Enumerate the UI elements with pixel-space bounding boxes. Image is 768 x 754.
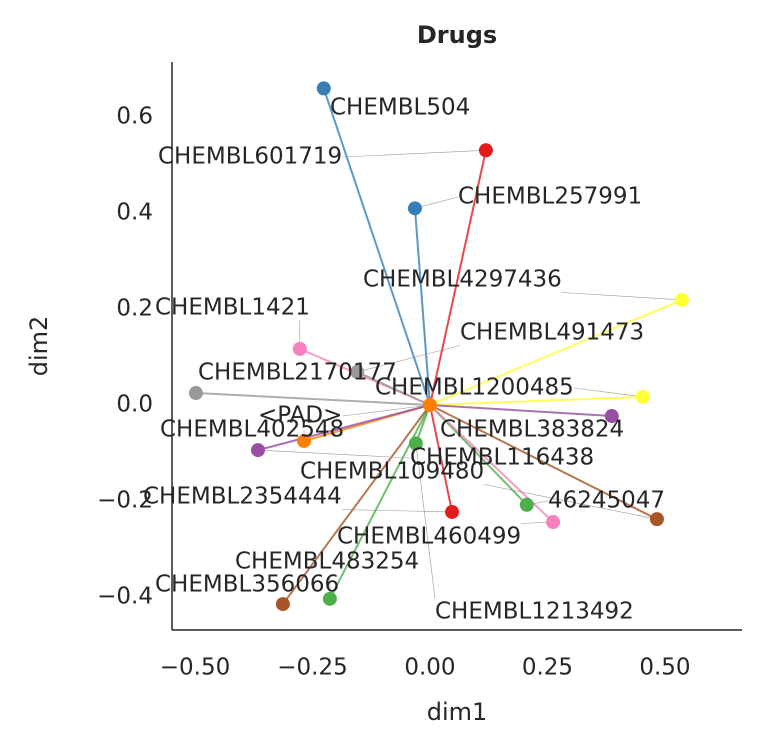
point — [422, 398, 437, 413]
point-label: CHEMBL4297436 — [363, 267, 562, 293]
point — [316, 81, 331, 96]
y-tick-label: 0.0 — [116, 392, 153, 418]
vector — [195, 392, 431, 407]
point — [275, 597, 290, 612]
vector — [429, 404, 612, 418]
leader-line — [357, 345, 461, 373]
point — [322, 591, 337, 606]
point-label: CHEMBL383824 — [440, 417, 624, 443]
vector — [429, 150, 487, 406]
point — [519, 497, 534, 512]
point — [674, 292, 689, 307]
x-tick-label: 0.25 — [522, 655, 573, 681]
point — [292, 341, 307, 356]
point — [250, 443, 265, 458]
leader-line — [484, 484, 658, 520]
point — [408, 436, 423, 451]
labels: CHEMBL504 CHEMBL601719 CHEMBL257991 CHEMBL4… — [143, 95, 665, 625]
point-label: CHEMBL1421 — [155, 295, 310, 321]
point — [297, 433, 312, 448]
point-label: CHEMBL460499 — [337, 524, 521, 550]
x-tick-label: 0.50 — [639, 655, 690, 681]
point-label: CHEMBL1200485 — [375, 375, 574, 401]
leader-line — [257, 449, 411, 459]
point — [350, 364, 365, 379]
y-tick-label: −0.2 — [97, 487, 153, 513]
y-tick-label: 0.6 — [116, 104, 153, 130]
point-label: CHEMBL504 — [330, 95, 470, 121]
point-label: CHEMBL1213492 — [435, 599, 634, 625]
leader-line — [342, 404, 431, 417]
vector — [429, 404, 454, 513]
point-label: CHEMBL257991 — [458, 184, 642, 210]
y-tick-label: 0.2 — [116, 296, 153, 322]
point-label: CHEMBL491473 — [460, 320, 644, 346]
x-axis-label: dim1 — [427, 698, 488, 726]
leader-line — [415, 443, 436, 599]
point — [649, 512, 664, 527]
vector — [282, 404, 431, 605]
point — [635, 389, 650, 404]
leader-line — [342, 149, 486, 158]
vector — [413, 208, 431, 406]
point-label: CHEMBL402548 — [160, 417, 344, 443]
leader-line — [414, 196, 459, 209]
point — [546, 515, 561, 530]
vector — [257, 404, 431, 452]
point — [478, 143, 493, 158]
point — [188, 386, 203, 401]
vector — [322, 88, 431, 406]
point — [407, 201, 422, 216]
point — [445, 504, 460, 519]
point — [604, 409, 619, 424]
x-tick-label: 0.00 — [404, 655, 455, 681]
point-label: CHEMBL356066 — [155, 572, 339, 598]
y-axis-label: dim2 — [25, 316, 53, 377]
point-label: CHEMBL109480 — [300, 459, 484, 485]
vector — [429, 299, 683, 406]
leader-line — [573, 387, 643, 398]
vector — [429, 395, 643, 407]
leader-line — [561, 292, 682, 301]
x-tick-label: −0.50 — [160, 655, 230, 681]
vector — [356, 370, 431, 406]
point-label: CHEMBL2170177 — [198, 360, 397, 386]
point-label: CHEMBL601719 — [158, 144, 342, 170]
vector — [429, 404, 658, 521]
x-tick-label: −0.25 — [277, 655, 347, 681]
points — [188, 81, 689, 612]
leader-line — [341, 509, 453, 513]
y-tick-label: −0.4 — [97, 583, 153, 609]
point-label: <PAD> — [258, 403, 342, 429]
point-label: CHEMBL483254 — [235, 549, 419, 575]
y-tick-label: 0.4 — [116, 200, 153, 226]
chart-title: Drugs — [417, 21, 497, 49]
point-label: CHEMBL116438 — [410, 445, 594, 471]
point-label: 46245047 — [548, 488, 665, 514]
point-label: CHEMBL2354444 — [143, 484, 342, 510]
